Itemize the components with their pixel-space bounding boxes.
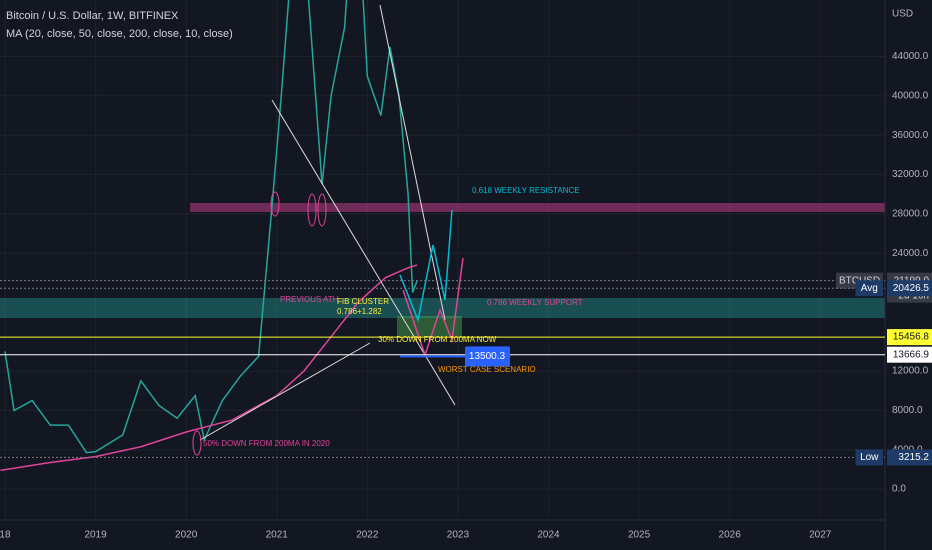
x-tick-label: 2020 xyxy=(175,530,198,541)
y-tick-label: 12000.0 xyxy=(892,366,929,377)
title: Bitcoin / U.S. Dollar, 1W, BITFINEX xyxy=(6,10,179,22)
chart-tag-label: 13500.3 xyxy=(469,351,506,362)
grid xyxy=(0,0,885,520)
annotation: WORST CASE SCENARIO xyxy=(438,365,536,374)
y-tick-label: 32000.0 xyxy=(892,169,929,180)
y-tick-label: 36000.0 xyxy=(892,130,929,141)
price-tag-name xyxy=(855,280,883,297)
annotation: PREVIOUS ATH xyxy=(280,295,339,304)
price-tag-name-label: Low xyxy=(860,452,879,463)
price-tag xyxy=(887,346,932,363)
series-line xyxy=(4,0,418,454)
price-tag-label: 15456.8 xyxy=(893,332,930,343)
x-tick-label: 2023 xyxy=(447,530,470,541)
trend-line xyxy=(379,4,446,321)
price-tag-label: 20426.5 xyxy=(893,283,930,294)
price-tag-label: 3215.2 xyxy=(898,452,929,463)
x-tick-label: 2021 xyxy=(266,530,289,541)
y-tick-label: 40000.0 xyxy=(892,90,929,101)
chart-tag xyxy=(465,346,510,367)
y-tick-label: 44000.0 xyxy=(892,51,929,62)
price-tag-name-label: Avg xyxy=(861,283,878,294)
price-tag-name xyxy=(855,449,883,466)
price-tag-label: 13666.9 xyxy=(893,349,930,360)
y-tick-label: 0.0 xyxy=(892,484,906,495)
drawings xyxy=(192,4,464,456)
circle xyxy=(270,191,280,217)
projection xyxy=(402,257,464,358)
x-tick-label: 2024 xyxy=(537,530,560,541)
circle xyxy=(317,193,327,227)
y-tick-label: 28000.0 xyxy=(892,208,929,219)
x-tick-label: 2026 xyxy=(719,530,742,541)
circle xyxy=(307,193,317,227)
y-tick-label: 8000.0 xyxy=(892,405,923,416)
price-tag xyxy=(887,449,932,466)
annotation: 50% DOWN FROM 200MA IN 2020 xyxy=(203,439,330,448)
x-tick-label: 2022 xyxy=(356,530,379,541)
annotation: 0.786+1.282 xyxy=(337,307,382,316)
indicator: MA (20, close, 50, close, 200, close, 10… xyxy=(6,28,233,40)
annotation: 30% DOWN FROM 200MA NOW xyxy=(378,335,497,344)
circle xyxy=(192,430,202,456)
x-tick-label: 18 xyxy=(0,530,11,541)
x-tick-label: 2025 xyxy=(628,530,651,541)
currency: USD xyxy=(892,9,913,20)
price-tag xyxy=(887,280,932,297)
y-tick-label: 24000.0 xyxy=(892,248,929,259)
arrow xyxy=(199,342,371,441)
annotation: 0.786 WEEKLY SUPPORT xyxy=(487,298,583,307)
annotation: 0.618 WEEKLY RESISTANCE xyxy=(472,186,580,195)
price-tag xyxy=(887,329,932,346)
projection xyxy=(399,209,453,323)
x-tick-label: 2027 xyxy=(809,530,832,541)
resistance-zone xyxy=(190,203,885,212)
x-tick-label: 2019 xyxy=(84,530,107,541)
annotation: FIB CLUSTER xyxy=(337,297,389,306)
